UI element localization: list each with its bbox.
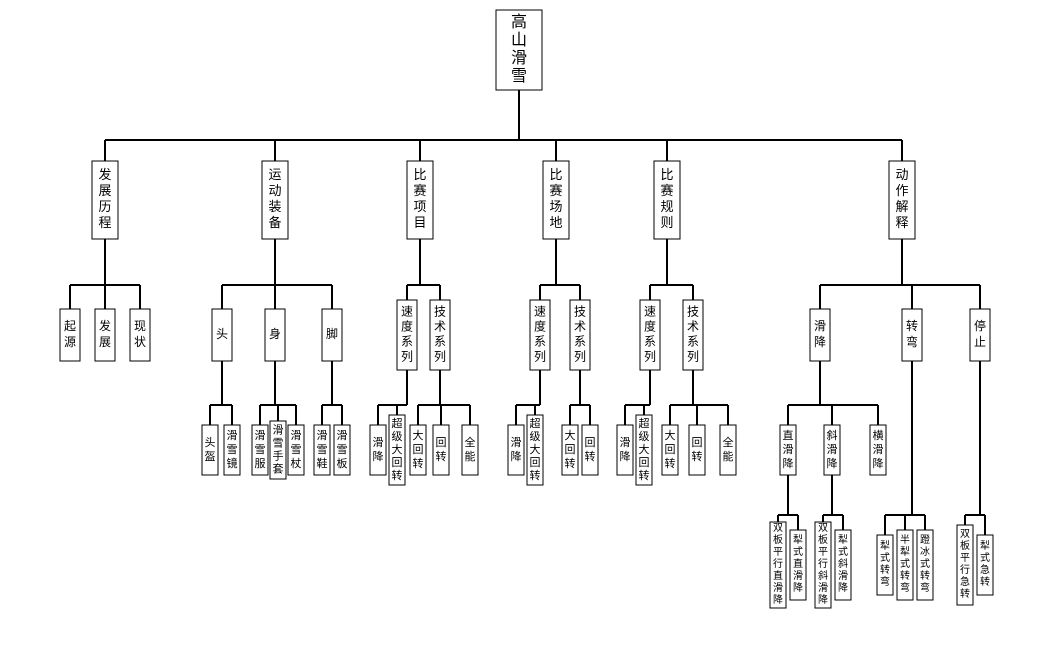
tree-node-label: 脚 [326, 326, 338, 341]
tree-node-label: 速度系列 [401, 304, 413, 363]
tree-node: 滑雪鞋 [314, 425, 330, 475]
tree-node: 滑雪镜 [224, 425, 240, 475]
tree-node: 现状 [130, 309, 150, 361]
tree-node-label: 横滑降 [873, 428, 884, 470]
tree-node: 犁式斜滑降 [835, 530, 851, 600]
tree-node: 脚 [322, 309, 342, 361]
tree-node: 横滑降 [870, 425, 886, 475]
tree-node: 大回转 [662, 425, 678, 475]
tree-node-label: 身 [269, 326, 281, 341]
tree-node: 斜滑降 [824, 425, 840, 475]
tree-node-label: 头 [216, 327, 228, 341]
tree-node-label: 斜滑降 [827, 429, 838, 470]
tree-node: 速度系列 [397, 300, 417, 370]
tree-node: 全能 [720, 425, 736, 475]
tree-node-label: 超级大回转 [530, 416, 541, 482]
tree-node: 动作解释 [889, 161, 915, 239]
tree-node: 比赛场地 [543, 161, 569, 239]
tree-node: 滑雪服 [252, 425, 268, 475]
tree-node: 大回转 [562, 425, 578, 475]
tree-node: 技术系列 [570, 300, 590, 370]
tree-node: 滑雪杖 [288, 425, 304, 475]
tree-node: 滑降 [508, 425, 524, 475]
tree-node: 头盔 [202, 425, 218, 475]
tree-node: 大回转 [410, 425, 426, 475]
tree-node: 犁式急转 [977, 535, 993, 595]
tree-node: 犁式转弯 [877, 535, 893, 595]
tree-node: 速度系列 [640, 300, 660, 370]
tree-node-label: 滑雪鞋 [317, 429, 328, 470]
tree-node: 停止 [970, 309, 990, 361]
tree-node-label: 滑雪服 [255, 429, 266, 470]
tree-node: 直滑降 [780, 425, 796, 475]
tree-node-label: 滑雪镜 [227, 429, 238, 470]
tree-node: 转弯 [902, 309, 922, 361]
tree-diagram: 高山滑雪发展历程 运动装备 比赛项目 比赛场地 比赛规则 动作解释起源发展现状 头 身 脚 速度系… [0, 0, 1038, 651]
tree-node: 回转 [433, 425, 449, 475]
tree-node-label: 速度系列 [644, 304, 656, 363]
tree-node-label: 滑雪板 [337, 429, 348, 470]
tree-node-label: 犁式转弯 [880, 539, 890, 588]
tree-node: 回转 [689, 425, 705, 475]
tree-node: 超级大回转 [636, 415, 652, 485]
tree-node-label: 比赛规则 [660, 167, 673, 230]
tree-node: 全能 [462, 425, 478, 475]
tree-node: 回转 [582, 425, 598, 475]
tree-node: 滑降 [617, 425, 633, 475]
tree-node-label: 比赛项目 [413, 167, 426, 230]
tree-node: 比赛项目 [407, 161, 433, 239]
tree-node-label: 犁式急转 [980, 539, 990, 588]
tree-node: 比赛规则 [654, 161, 680, 239]
tree-node: 超级大回转 [389, 415, 405, 485]
tree-node: 高山滑雪 [496, 10, 542, 90]
tree-node-label: 超级大回转 [392, 416, 403, 482]
tree-node-label: 技术系列 [687, 304, 699, 363]
tree-node: 技术系列 [430, 300, 450, 370]
tree-node: 头 [212, 309, 232, 361]
tree-node: 发展历程 [92, 161, 118, 239]
tree-node: 双板平行斜滑降 [815, 522, 831, 608]
tree-node-label: 运动装备 [268, 167, 281, 230]
tree-node-label: 半犁式转弯 [900, 533, 910, 594]
tree-node: 发展 [95, 309, 115, 361]
tree-node: 犁式直滑降 [790, 530, 806, 600]
tree-node: 技术系列 [683, 300, 703, 370]
tree-node-label: 速度系列 [534, 304, 546, 363]
tree-node: 起源 [60, 309, 80, 361]
tree-node-label: 动作解释 [895, 167, 908, 230]
tree-node: 身 [265, 309, 285, 361]
tree-node-label: 大回转 [665, 428, 676, 470]
tree-node: 滑降 [810, 309, 830, 361]
tree-node-label: 发展历程 [98, 167, 111, 230]
tree-node-label: 大回转 [565, 428, 576, 470]
tree-node: 双板平行直滑降 [770, 522, 786, 608]
tree-node-label: 超级大回转 [639, 416, 650, 482]
tree-node: 滑雪板 [334, 425, 350, 475]
tree-node-label: 双板平行直滑降 [773, 522, 783, 606]
tree-node: 半犁式转弯 [897, 530, 913, 600]
tree-node-label: 技术系列 [434, 304, 446, 363]
tree-node-label: 犁式直滑降 [793, 533, 803, 594]
tree-node: 滑降 [370, 425, 386, 475]
tree-node: 速度系列 [530, 300, 550, 370]
tree-node: 运动装备 [262, 161, 288, 239]
tree-node-label: 双板平行斜滑降 [818, 522, 828, 606]
tree-node: 滑雪手套 [270, 421, 286, 479]
tree-node-label: 蹬冰式转弯 [920, 534, 930, 594]
tree-node-label: 技术系列 [574, 304, 586, 363]
tree-node-label: 犁式斜滑降 [838, 533, 848, 594]
tree-node: 超级大回转 [527, 415, 543, 485]
tree-node-label: 大回转 [413, 428, 424, 470]
tree-node-label: 直滑降 [783, 428, 794, 470]
tree-node: 双板平行急转 [957, 525, 973, 605]
tree-node-label: 滑雪杖 [291, 429, 302, 470]
tree-node-label: 比赛场地 [549, 167, 562, 230]
tree-node: 蹬冰式转弯 [917, 530, 933, 600]
